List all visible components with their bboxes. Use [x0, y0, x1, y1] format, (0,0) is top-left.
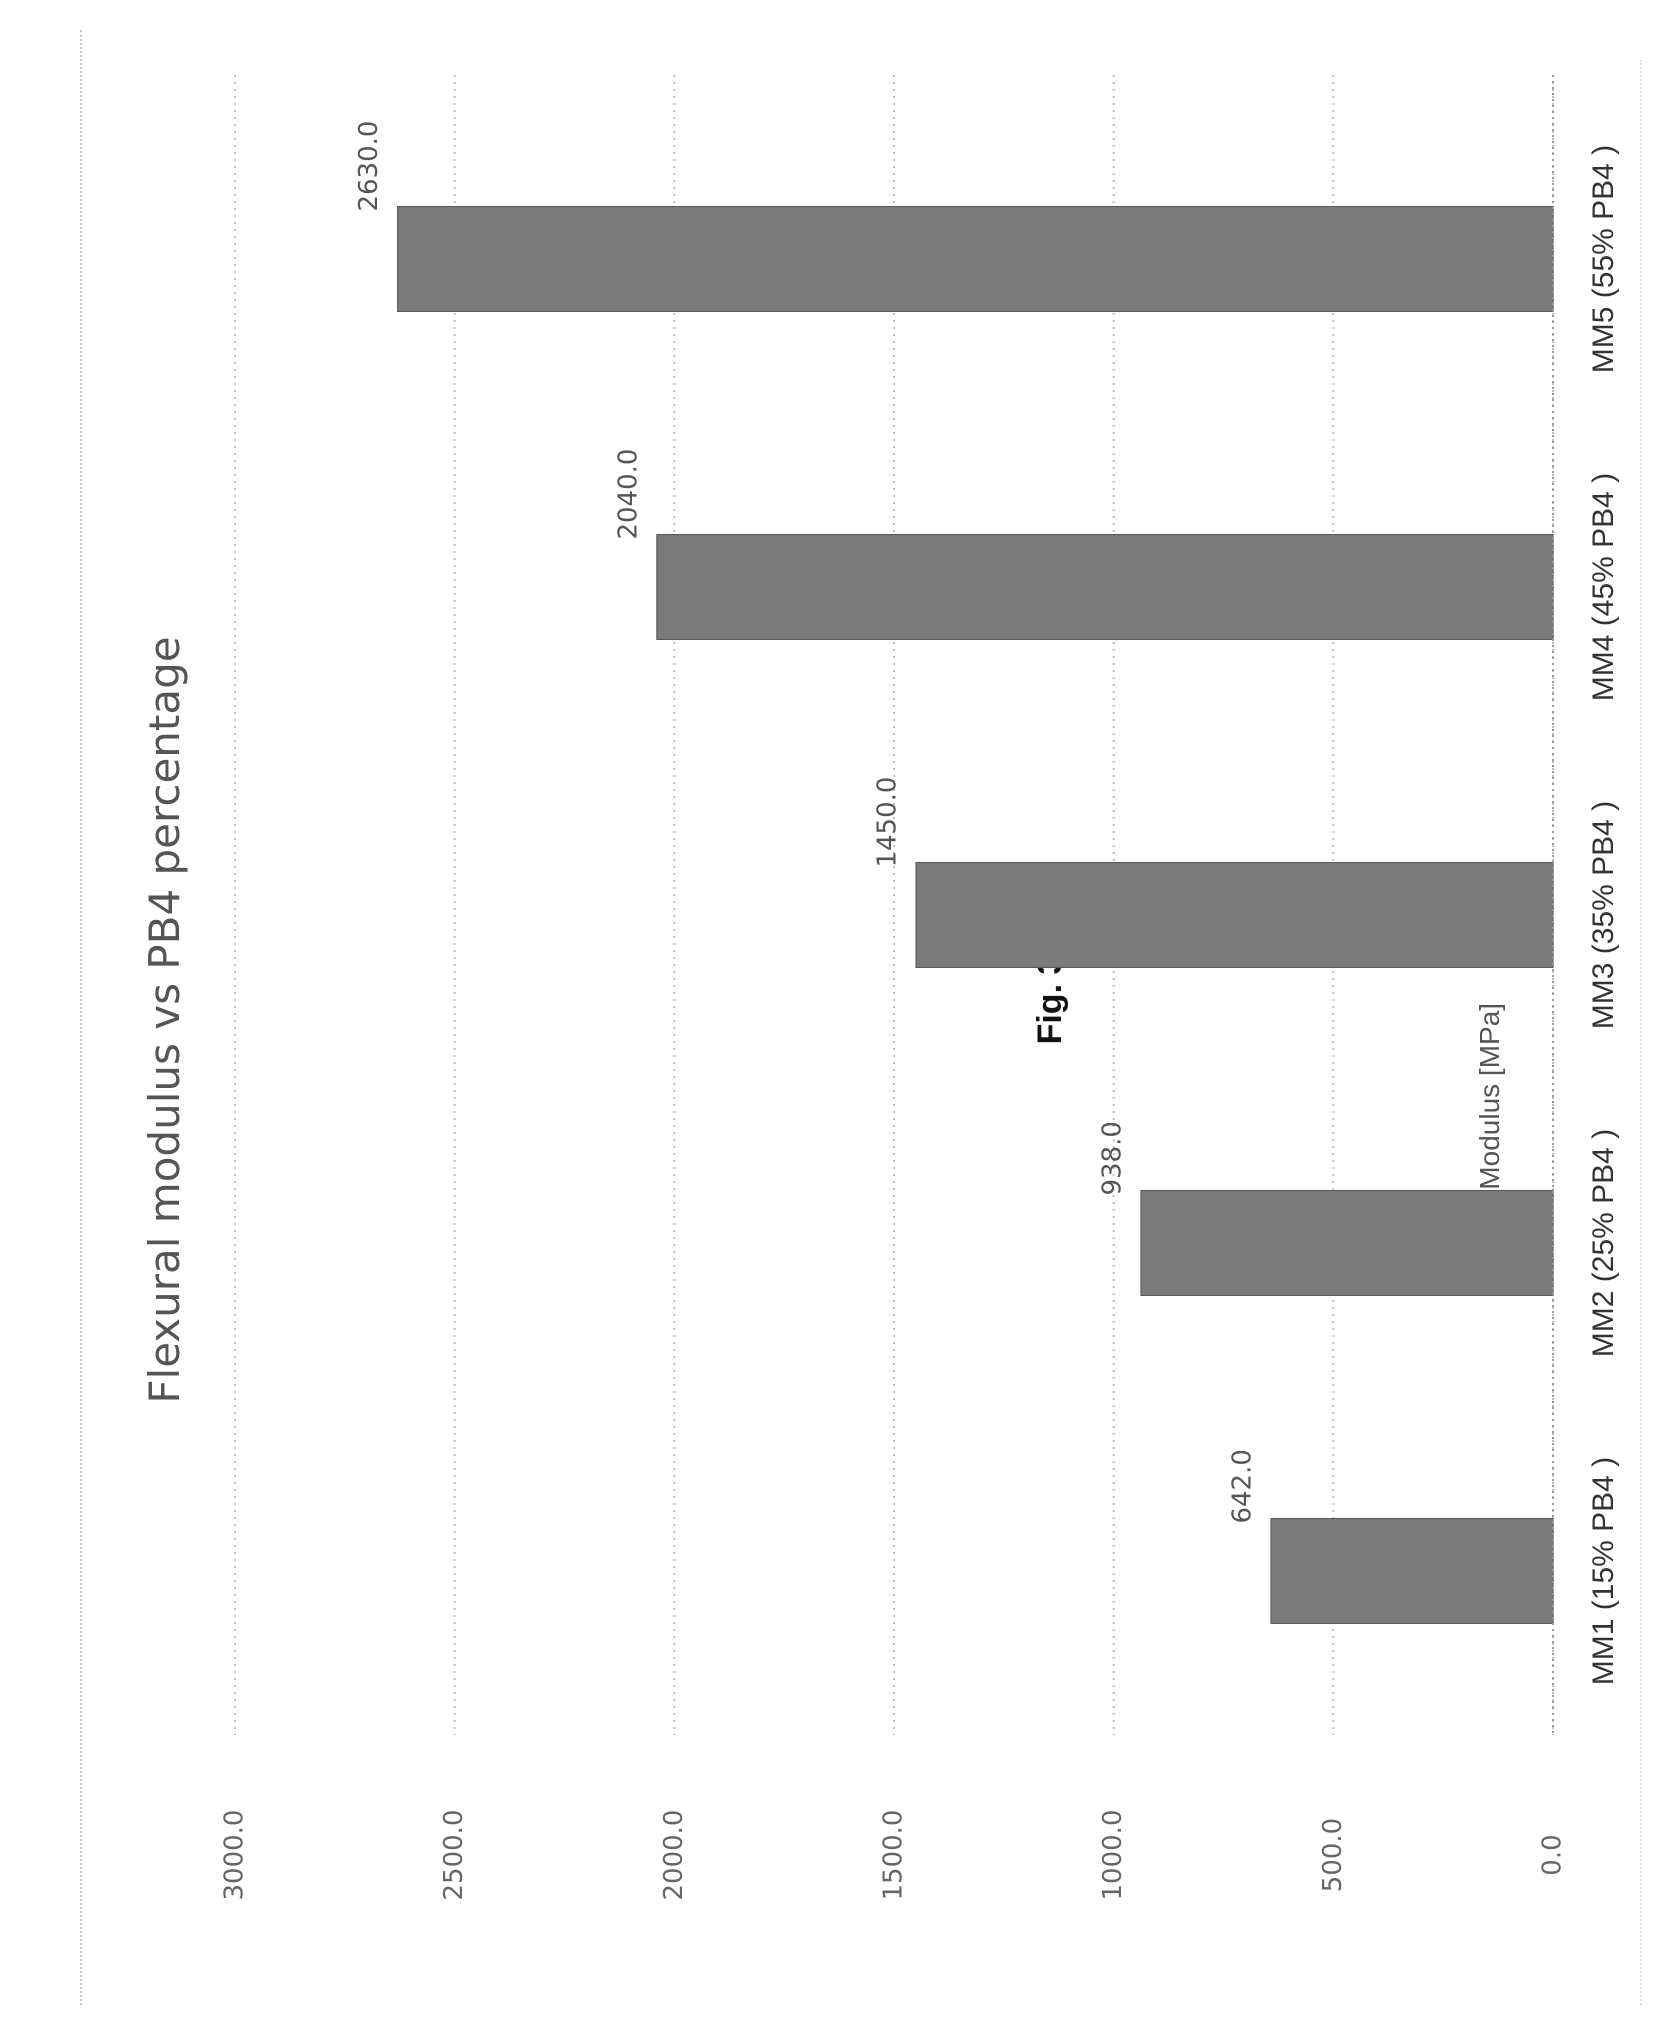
category-label: MM4 (45% PB4 ) [1587, 473, 1620, 701]
data-label: 2040.0 [613, 449, 643, 540]
bar-5 [397, 206, 1554, 312]
y-tick-label: 2000.0 [659, 1810, 689, 1901]
bar-3 [915, 862, 1554, 968]
data-label: 938.0 [1097, 1121, 1127, 1195]
data-label: 642.0 [1227, 1449, 1257, 1523]
y-tick-label: 500.0 [1318, 1818, 1348, 1892]
y-tick-label: 1500.0 [879, 1810, 909, 1901]
bar-1 [1270, 1518, 1554, 1624]
y-tick-label: 0.0 [1538, 1834, 1568, 1875]
data-label: 1450.0 [872, 777, 902, 868]
frame-border-right [1640, 60, 1642, 2005]
category-label: MM5 (55% PB4 ) [1587, 145, 1620, 373]
bar-4 [656, 534, 1554, 640]
category-label: MM2 (25% PB4 ) [1587, 1129, 1620, 1357]
category-label: MM3 (35% PB4 ) [1587, 801, 1620, 1029]
frame-border-left [80, 30, 82, 2005]
y-tick-label: 3000.0 [220, 1810, 250, 1901]
y-tick-label: 1000.0 [1098, 1810, 1128, 1901]
bar-2 [1140, 1190, 1554, 1296]
data-label: 2630.0 [354, 121, 384, 212]
category-label: MM1 (15% PB4 ) [1587, 1457, 1620, 1685]
y-tick-label: 2500.0 [439, 1810, 469, 1901]
